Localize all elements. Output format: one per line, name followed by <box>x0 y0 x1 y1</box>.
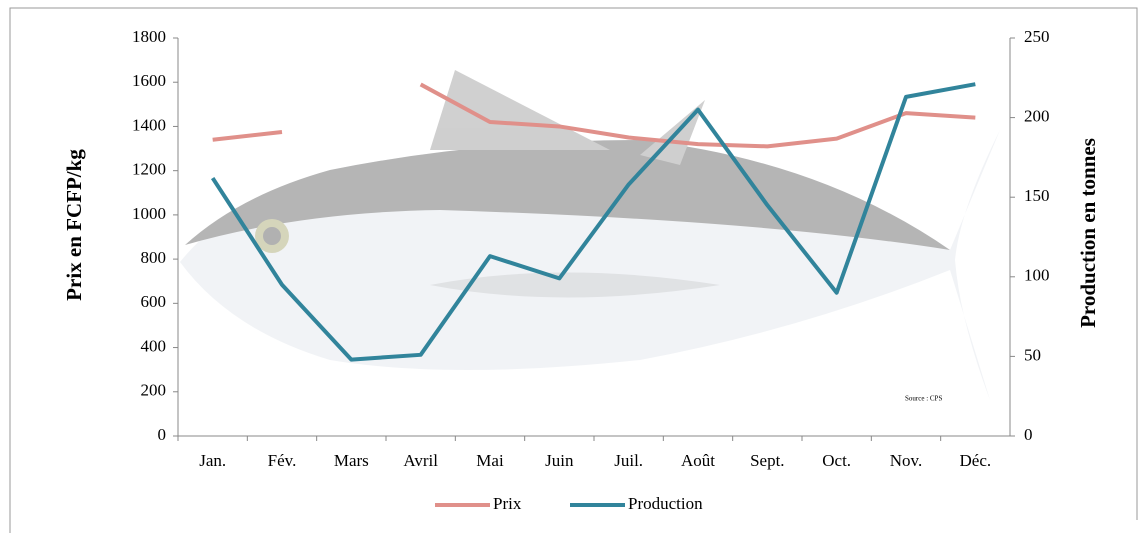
y-tick-label: 400 <box>141 336 167 355</box>
y-tick-label: 0 <box>158 425 167 444</box>
x-tick-label: Avril <box>403 451 438 470</box>
y-tick-label: 1000 <box>132 204 166 223</box>
y2-tick-label: 50 <box>1024 345 1041 364</box>
line-series <box>419 82 976 149</box>
y-tick-label: 600 <box>141 292 167 311</box>
x-tick-label: Sept. <box>750 451 784 470</box>
frame <box>9 7 1138 533</box>
y2-tick-label: 250 <box>1024 27 1050 46</box>
legend-label: Prix <box>493 494 522 513</box>
image-source: Source : CPS <box>905 395 942 403</box>
x-tick-label: Mai <box>476 451 504 470</box>
line-series <box>210 82 976 362</box>
x-tick-label: Oct. <box>822 451 851 470</box>
x-tick-label: Mars <box>334 451 369 470</box>
y2-tick-label: 150 <box>1024 186 1050 205</box>
x-tick-label: Nov. <box>890 451 922 470</box>
x-tick-label: Déc. <box>960 451 992 470</box>
y-tick-label: 1600 <box>132 71 166 90</box>
x-tick-label: Juin <box>545 451 574 470</box>
y-tick-label: 1200 <box>132 160 166 179</box>
tuna-illustration <box>180 70 1000 400</box>
line-series <box>212 129 283 142</box>
y2-tick-label: 200 <box>1024 107 1050 126</box>
y2-tick-label: 0 <box>1024 425 1033 444</box>
y-tick-label: 200 <box>141 381 167 400</box>
y-axis-title: Prix en FCFP/kg <box>62 149 86 301</box>
x-tick-label: Juil. <box>614 451 643 470</box>
y2-tick-label: 100 <box>1024 266 1050 285</box>
y-tick-label: 1800 <box>132 27 166 46</box>
x-tick-label: Jan. <box>199 451 226 470</box>
y2-axis-title: Production en tonnes <box>1076 138 1100 328</box>
y-tick-label: 1400 <box>132 115 166 134</box>
y-tick-label: 800 <box>141 248 167 267</box>
x-tick-label: Août <box>681 451 715 470</box>
x-tick-label: Fév. <box>268 451 297 470</box>
legend-label: Production <box>628 494 703 513</box>
